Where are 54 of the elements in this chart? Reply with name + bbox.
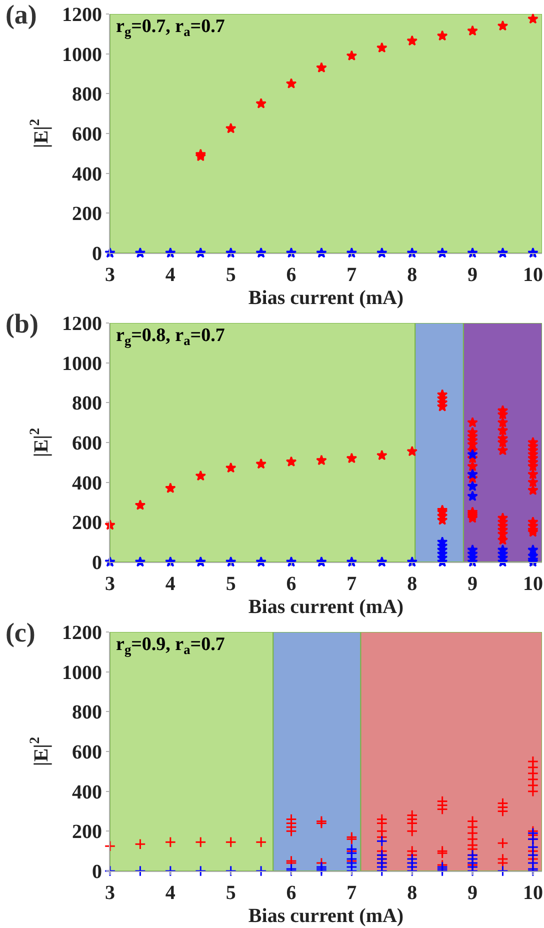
y-tick-label: 1000 [62, 352, 102, 375]
x-tick-label: 7 [346, 882, 357, 904]
y-tick-label: 800 [72, 702, 102, 724]
x-tick-label: 7 [346, 264, 357, 286]
y-tick-label: 600 [72, 742, 102, 764]
x-tick-label: 5 [226, 573, 236, 595]
chart-title: (b) [5, 308, 38, 339]
y-tick-label: 1000 [62, 662, 102, 684]
y-tick-label: 1200 [62, 313, 102, 335]
x-tick-label: 7 [346, 573, 357, 595]
chart-title: (c) [5, 618, 36, 648]
y-tick-label: 800 [72, 392, 102, 415]
y-tick-label: 600 [72, 124, 102, 146]
x-tick-label: 6 [286, 882, 296, 904]
y-tick-label: 0 [92, 243, 102, 265]
x-axis-title: Bias current (mA) [248, 905, 404, 927]
y-tick-label: 200 [72, 821, 102, 844]
x-tick-label: 10 [522, 882, 543, 904]
annotation: r$_{g}$=0.9, r$_{a}$=0.7 [116, 634, 226, 657]
y-tick-label: 400 [72, 163, 102, 186]
x-tick-label: 8 [407, 882, 418, 904]
x-tick-label: 3 [105, 264, 115, 286]
x-tick-label: 4 [165, 264, 176, 286]
x-tick-label: 9 [468, 573, 478, 595]
y-tick-label: 200 [72, 203, 102, 226]
y-tick-label: 0 [92, 861, 102, 883]
x-tick-label: 4 [165, 882, 176, 904]
y-tick-label: 200 [72, 512, 102, 534]
x-tick-label: 6 [286, 264, 296, 286]
annotation: r$_{g}$=0.7, r$_{a}$=0.7 [116, 16, 226, 39]
x-tick-label: 5 [226, 264, 236, 286]
y-tick-label: 800 [72, 84, 102, 106]
x-axis-title: Bias current (mA) [248, 596, 404, 618]
x-tick-label: 6 [286, 573, 296, 595]
y-tick-label: 1000 [62, 44, 102, 66]
x-tick-label: 10 [522, 573, 543, 595]
x-tick-label: 3 [105, 573, 115, 595]
x-tick-label: 5 [226, 882, 236, 904]
chart-title: (a) [5, 0, 37, 30]
y-tick-label: 400 [72, 781, 102, 804]
x-tick-label: 9 [468, 882, 478, 904]
x-axis-title: Bias current (mA) [248, 287, 404, 309]
x-tick-label: 8 [407, 573, 418, 595]
y-tick-label: 600 [72, 432, 102, 454]
x-tick-label: 10 [522, 264, 543, 286]
y-tick-label: 1200 [62, 4, 102, 26]
x-tick-label: 9 [468, 264, 478, 286]
y-tick-label: 0 [92, 552, 102, 574]
annotation: r$_{g}$=0.8, r$_{a}$=0.7 [116, 325, 226, 348]
y-tick-label: 400 [72, 472, 102, 494]
y-tick-label: 1200 [62, 622, 102, 644]
x-tick-label: 4 [165, 573, 176, 595]
x-tick-label: 3 [105, 882, 115, 904]
x-tick-label: 8 [407, 264, 418, 286]
